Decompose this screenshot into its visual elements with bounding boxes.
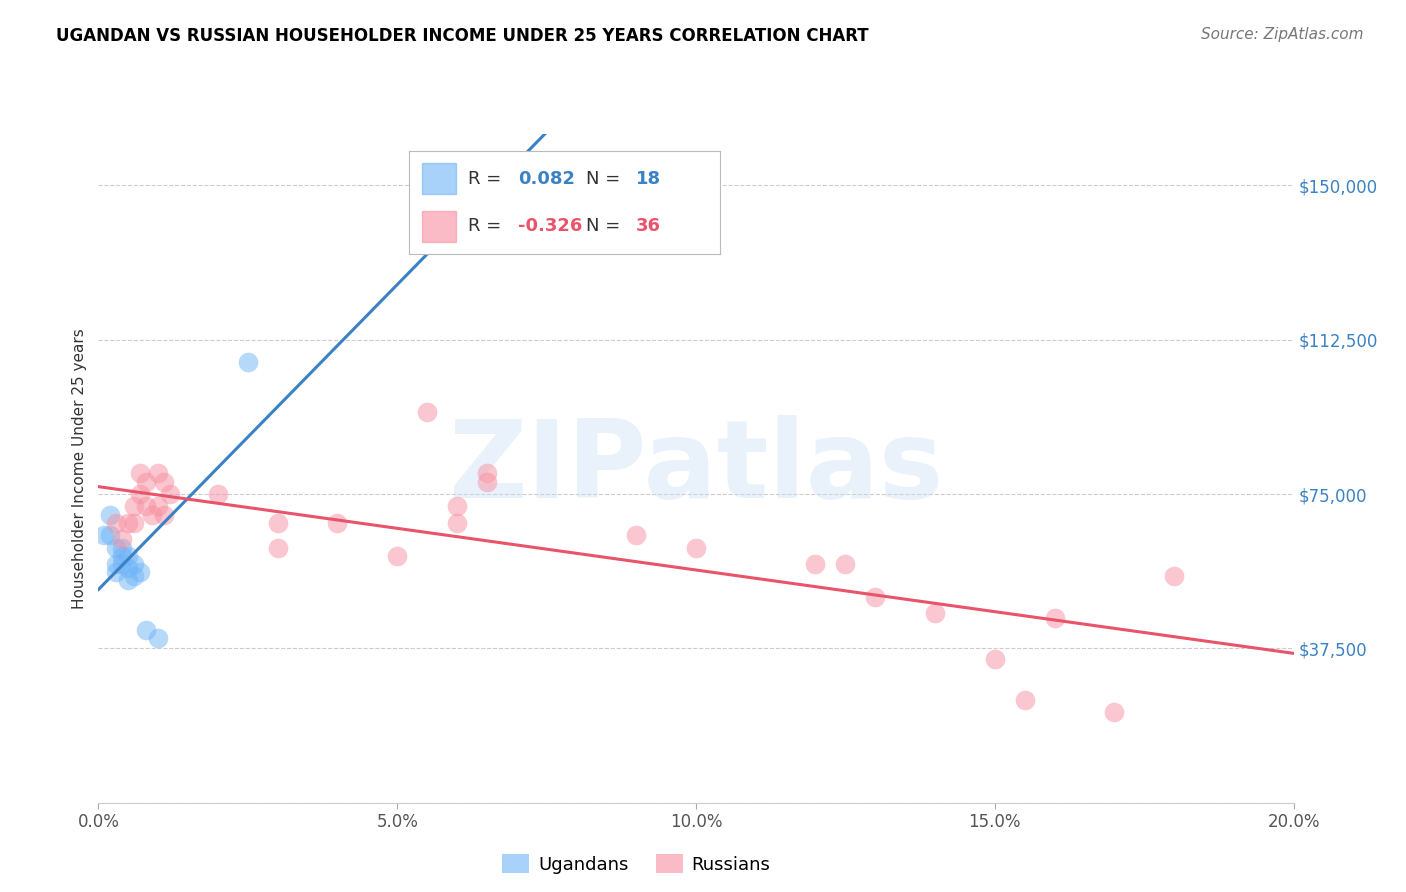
Text: -0.326: -0.326	[517, 218, 582, 235]
Point	[141, 508, 163, 522]
Point	[105, 541, 128, 555]
Point	[135, 623, 157, 637]
Point	[924, 607, 946, 621]
Point	[124, 500, 146, 514]
Point	[148, 631, 170, 645]
Point	[475, 467, 498, 481]
Point	[111, 549, 134, 563]
Point	[1014, 693, 1036, 707]
Text: UGANDAN VS RUSSIAN HOUSEHOLDER INCOME UNDER 25 YEARS CORRELATION CHART: UGANDAN VS RUSSIAN HOUSEHOLDER INCOME UN…	[56, 27, 869, 45]
Text: N =: N =	[586, 169, 626, 187]
Point	[475, 475, 498, 489]
Point	[1043, 610, 1066, 624]
Point	[124, 569, 146, 583]
Point	[865, 590, 887, 604]
Text: Source: ZipAtlas.com: Source: ZipAtlas.com	[1201, 27, 1364, 42]
Point	[834, 557, 856, 571]
Point	[111, 541, 134, 555]
Point	[105, 566, 128, 580]
FancyBboxPatch shape	[422, 211, 456, 242]
Point	[804, 557, 827, 571]
Point	[124, 557, 146, 571]
Legend: Ugandans, Russians: Ugandans, Russians	[495, 847, 778, 880]
Point	[129, 467, 152, 481]
Text: R =: R =	[468, 218, 508, 235]
Point	[111, 557, 134, 571]
Text: 0.082: 0.082	[517, 169, 575, 187]
Point	[446, 516, 468, 530]
Point	[135, 475, 157, 489]
Point	[983, 651, 1005, 665]
Point	[117, 561, 139, 575]
Point	[98, 508, 122, 522]
Point	[326, 516, 349, 530]
Point	[153, 508, 176, 522]
Point	[111, 533, 134, 547]
Point	[117, 549, 139, 563]
Point	[117, 574, 139, 588]
Text: 18: 18	[636, 169, 661, 187]
Point	[135, 500, 157, 514]
Point	[124, 516, 146, 530]
Point	[267, 516, 290, 530]
Point	[129, 566, 152, 580]
Text: R =: R =	[468, 169, 508, 187]
Point	[446, 500, 468, 514]
Point	[153, 475, 176, 489]
Point	[207, 487, 229, 501]
Y-axis label: Householder Income Under 25 years: Householder Income Under 25 years	[72, 328, 87, 608]
Point	[117, 516, 139, 530]
Point	[267, 541, 290, 555]
Point	[236, 355, 259, 369]
Point	[159, 487, 181, 501]
Point	[105, 516, 128, 530]
Point	[148, 467, 170, 481]
Text: N =: N =	[586, 218, 626, 235]
Point	[93, 528, 115, 542]
Point	[98, 528, 122, 542]
Point	[148, 500, 170, 514]
Point	[1163, 569, 1185, 583]
Point	[685, 541, 707, 555]
Text: 36: 36	[636, 218, 661, 235]
Point	[624, 528, 647, 542]
Point	[1104, 705, 1126, 719]
Point	[385, 549, 409, 563]
Point	[129, 487, 152, 501]
Point	[416, 405, 439, 419]
FancyBboxPatch shape	[422, 163, 456, 194]
Point	[105, 557, 128, 571]
Text: ZIPatlas: ZIPatlas	[449, 416, 943, 521]
